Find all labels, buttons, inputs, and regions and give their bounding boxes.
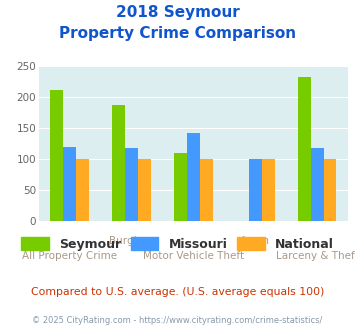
Bar [323, 159, 337, 221]
Bar [50, 90, 64, 221]
Text: All Property Crime: All Property Crime [22, 251, 118, 261]
Bar [64, 147, 76, 221]
Bar [262, 159, 275, 221]
Text: Property Crime Comparison: Property Crime Comparison [59, 26, 296, 41]
Text: 2018 Seymour: 2018 Seymour [116, 5, 239, 20]
Bar [112, 105, 125, 221]
Legend: Seymour, Missouri, National: Seymour, Missouri, National [17, 233, 338, 254]
Bar [187, 133, 200, 221]
Bar [76, 159, 89, 221]
Bar [311, 148, 323, 221]
Text: Burglary: Burglary [109, 236, 154, 246]
Bar [297, 77, 311, 221]
Text: © 2025 CityRating.com - https://www.cityrating.com/crime-statistics/: © 2025 CityRating.com - https://www.city… [32, 315, 323, 325]
Bar [138, 159, 151, 221]
Text: Motor Vehicle Theft: Motor Vehicle Theft [143, 251, 244, 261]
Bar [125, 148, 138, 221]
Text: Compared to U.S. average. (U.S. average equals 100): Compared to U.S. average. (U.S. average … [31, 287, 324, 297]
Text: Arson: Arson [240, 236, 270, 246]
Text: Larceny & Theft: Larceny & Theft [275, 251, 355, 261]
Bar [249, 159, 262, 221]
Bar [200, 159, 213, 221]
Bar [174, 153, 187, 221]
